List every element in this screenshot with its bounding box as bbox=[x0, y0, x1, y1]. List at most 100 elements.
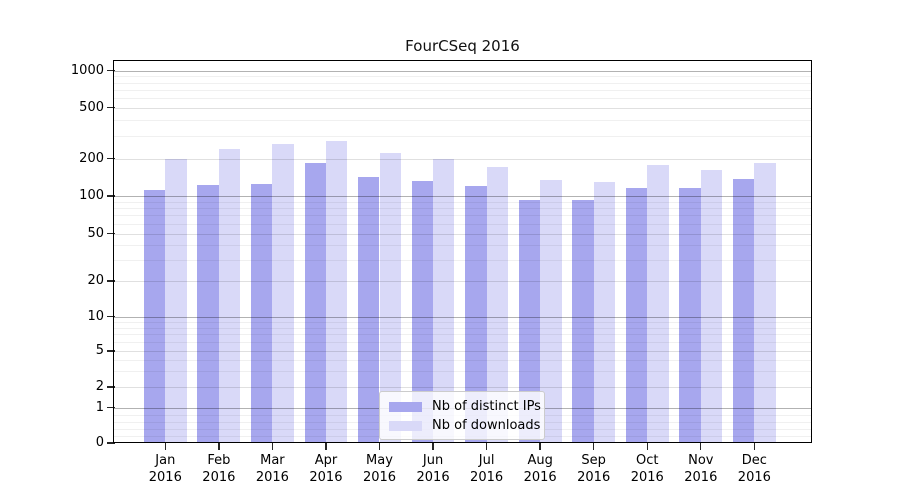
y-tick-label-10: 10 bbox=[87, 308, 104, 324]
gridline-10 bbox=[113, 316, 812, 318]
x-tick-label-jul: Jul 2016 bbox=[455, 452, 519, 486]
legend-label-distinct-ips: Nb of distinct IPs bbox=[432, 399, 541, 414]
bar-sep-distinct-ips bbox=[572, 199, 594, 443]
x-tick-month: Sep bbox=[581, 453, 606, 468]
y-tick-1000 bbox=[107, 70, 115, 72]
y-tick-label-100: 100 bbox=[79, 188, 104, 203]
gridline-80 bbox=[113, 208, 812, 210]
bar-nov-distinct-ips bbox=[679, 187, 701, 443]
y-tick-label-0: 0 bbox=[95, 435, 104, 450]
x-tick-label-nov: Nov 2016 bbox=[669, 452, 733, 486]
plot-area: Nb of distinct IPs Nb of downloads bbox=[113, 60, 812, 443]
x-tick-month: Apr bbox=[314, 453, 338, 468]
bar-jul-distinct-ips bbox=[465, 186, 487, 443]
bar-oct-downloads bbox=[647, 165, 669, 443]
x-tick-year: 2016 bbox=[577, 470, 611, 485]
x-tick-label-apr: Apr 2016 bbox=[294, 452, 358, 486]
gridline-40 bbox=[113, 245, 812, 247]
x-tick-year: 2016 bbox=[684, 470, 718, 485]
y-tick-label-50: 50 bbox=[87, 225, 104, 241]
gridline-200 bbox=[113, 158, 812, 160]
y-tick-label-1: 1 bbox=[95, 399, 104, 415]
x-tick-mar bbox=[271, 443, 274, 450]
y-tick-0 bbox=[107, 442, 115, 444]
y-tick-50 bbox=[107, 232, 115, 235]
y-tick-200 bbox=[107, 157, 115, 160]
y-tick-label-200: 200 bbox=[79, 150, 104, 166]
bar-nov-downloads bbox=[700, 169, 723, 443]
legend-item-downloads: Nb of downloads bbox=[389, 416, 540, 435]
x-tick-month: Mar bbox=[260, 453, 285, 468]
bar-mar-distinct-ips bbox=[251, 183, 273, 443]
x-tick-year: 2016 bbox=[148, 470, 182, 485]
bar-feb-distinct-ips bbox=[197, 185, 219, 443]
y-tick-1 bbox=[107, 406, 115, 409]
x-tick-jul bbox=[485, 443, 488, 450]
bar-apr-distinct-ips bbox=[304, 163, 326, 443]
bar-jun-distinct-ips bbox=[411, 180, 434, 443]
y-tick-label-500: 500 bbox=[79, 99, 104, 115]
x-tick-year: 2016 bbox=[470, 470, 504, 485]
x-tick-jun bbox=[432, 443, 434, 450]
legend-label-downloads: Nb of downloads bbox=[432, 418, 541, 433]
gridline-400 bbox=[113, 120, 812, 122]
gridline-300 bbox=[113, 136, 812, 138]
bar-mar-downloads bbox=[272, 144, 294, 443]
y-tick-label-5: 5 bbox=[95, 343, 104, 358]
x-tick-month: Feb bbox=[207, 453, 231, 468]
x-tick-apr bbox=[325, 443, 327, 450]
legend-item-distinct-ips: Nb of distinct IPs bbox=[389, 397, 541, 416]
x-tick-year: 2016 bbox=[523, 470, 557, 485]
x-tick-month: Dec bbox=[741, 453, 767, 468]
bar-jul-downloads bbox=[486, 167, 508, 443]
y-tick-5 bbox=[107, 350, 115, 352]
x-tick-label-may: May 2016 bbox=[348, 452, 412, 486]
x-tick-month: Jul bbox=[478, 453, 495, 468]
x-tick-year: 2016 bbox=[255, 470, 289, 485]
bar-dec-distinct-ips bbox=[732, 178, 755, 443]
chart-title: FourCSeq 2016 bbox=[405, 37, 520, 55]
x-tick-label-jan: Jan 2016 bbox=[133, 452, 197, 486]
gridline-2 bbox=[113, 387, 812, 388]
x-tick-year: 2016 bbox=[630, 470, 664, 485]
gridline-60 bbox=[113, 223, 812, 225]
gridline-3 bbox=[113, 371, 812, 373]
x-tick-oct bbox=[646, 443, 648, 450]
x-tick-sep bbox=[593, 443, 595, 450]
gridline-70 bbox=[113, 215, 812, 217]
x-tick-label-dec: Dec 2016 bbox=[722, 452, 786, 486]
gridline-100 bbox=[113, 196, 812, 197]
gridline-600 bbox=[113, 97, 812, 99]
bar-oct-distinct-ips bbox=[625, 187, 648, 443]
y-tick-100 bbox=[107, 195, 115, 197]
y-tick-label-1000: 1000 bbox=[70, 62, 104, 78]
bars-layer bbox=[113, 60, 812, 443]
x-tick-label-sep: Sep 2016 bbox=[562, 452, 626, 486]
y-tick-2 bbox=[107, 386, 115, 388]
bar-aug-distinct-ips bbox=[518, 199, 541, 443]
x-tick-feb bbox=[218, 443, 220, 450]
legend-swatch-distinct-ips bbox=[389, 401, 422, 412]
bar-jan-downloads bbox=[165, 158, 187, 443]
gridline-800 bbox=[113, 82, 812, 84]
gridline-8 bbox=[113, 327, 812, 329]
bar-dec-downloads bbox=[754, 162, 776, 443]
y-tick-500 bbox=[107, 107, 115, 109]
gridline-4 bbox=[113, 359, 812, 361]
x-tick-month: Oct bbox=[636, 453, 659, 468]
gridline-900 bbox=[113, 76, 812, 78]
x-tick-year: 2016 bbox=[416, 470, 450, 485]
gridline-30 bbox=[113, 259, 812, 261]
bar-aug-downloads bbox=[540, 180, 562, 443]
y-tick-label-2: 2 bbox=[95, 379, 104, 394]
gridline-500 bbox=[113, 107, 812, 109]
x-tick-may bbox=[378, 443, 381, 450]
bar-apr-downloads bbox=[325, 140, 348, 443]
x-tick-year: 2016 bbox=[362, 470, 397, 485]
x-tick-year: 2016 bbox=[309, 470, 343, 485]
legend-swatch-downloads bbox=[389, 420, 422, 431]
gridline-1000 bbox=[113, 70, 812, 72]
x-tick-jan bbox=[164, 443, 166, 450]
x-tick-year: 2016 bbox=[202, 470, 236, 485]
